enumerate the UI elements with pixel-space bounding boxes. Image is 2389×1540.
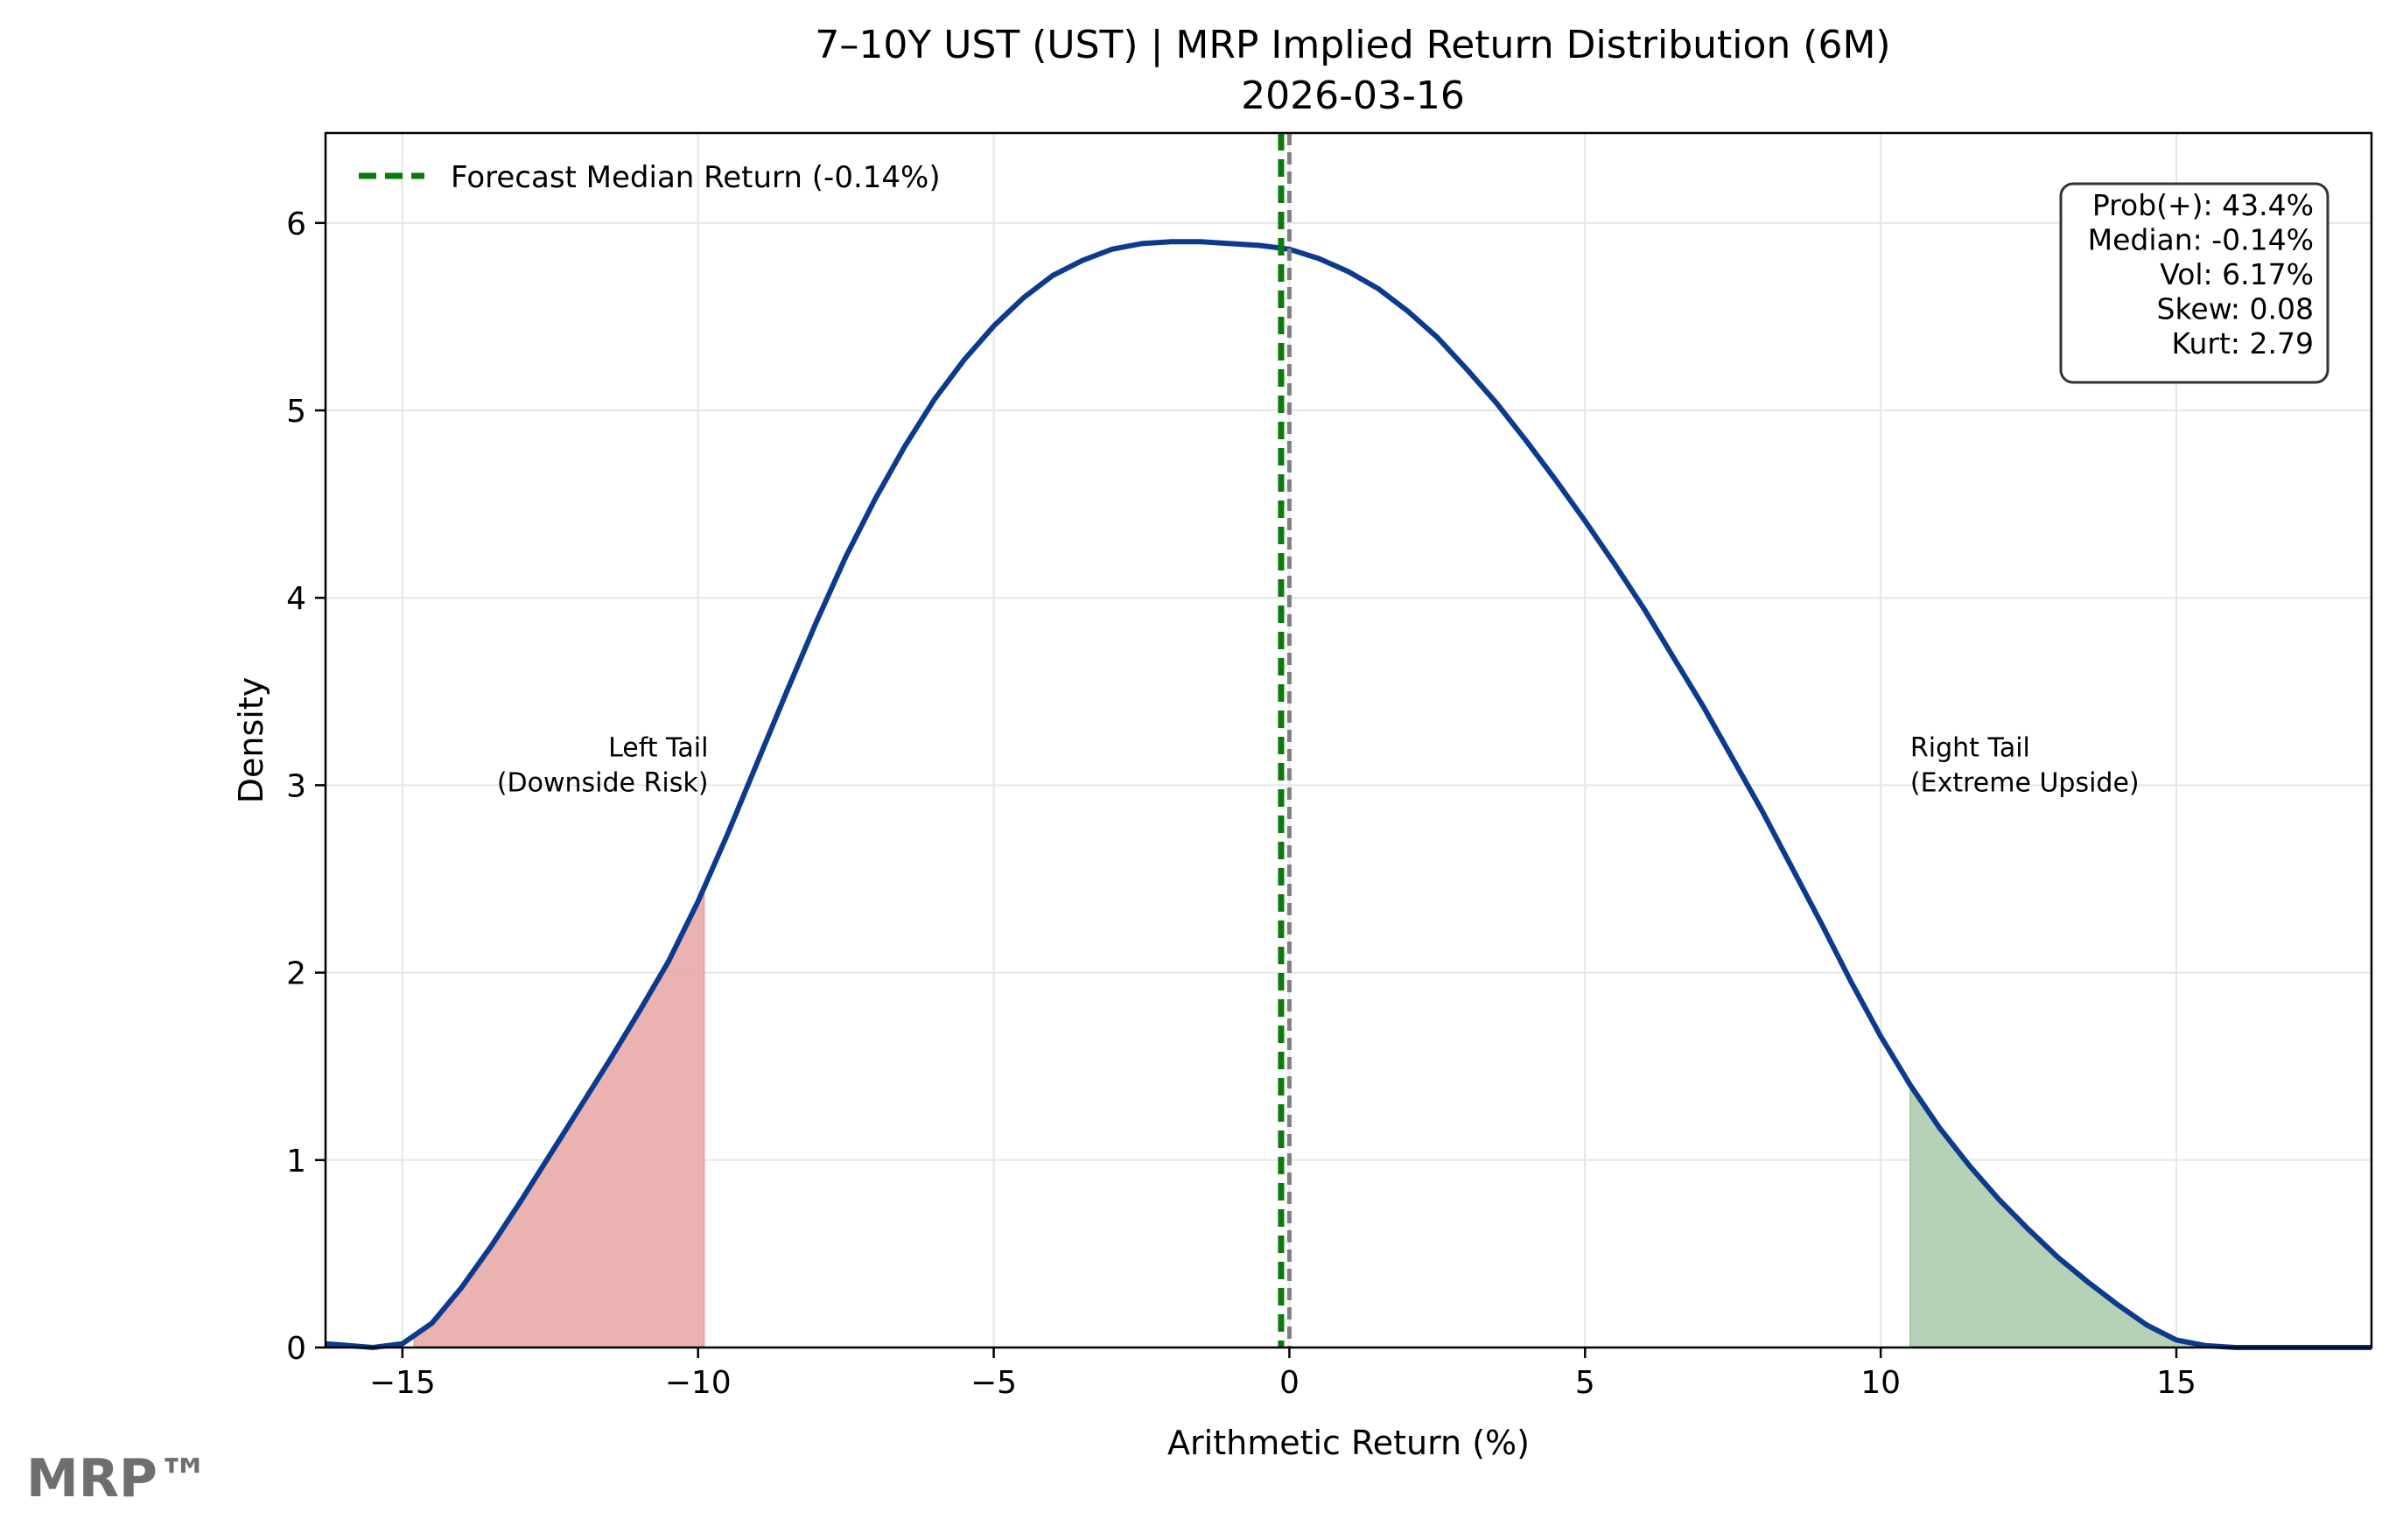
stats-line: Prob(+): 43.4%	[2092, 188, 2314, 222]
series-layer	[325, 239, 2371, 1350]
tail-annotations: Left Tail (Downside Risk) Right Tail (Extre…	[497, 733, 2140, 799]
stats-line: Median: -0.14%	[2088, 223, 2314, 257]
y-tick-label: 2	[286, 956, 306, 992]
legend: Forecast Median Return (-0.14%)	[359, 160, 941, 195]
y-tick-label: 3	[286, 768, 306, 804]
stats-line: Kurt: 2.79	[2171, 326, 2314, 360]
y-tick-label: 5	[286, 394, 306, 430]
y-tick-label: 0	[286, 1331, 306, 1367]
right-tail-label: Right Tail	[1910, 733, 2030, 764]
x-axis-label: Arithmetic Return (%)	[1167, 1424, 1530, 1462]
stats-box: Prob(+): 43.4%Median: -0.14%Vol: 6.17%Sk…	[2059, 182, 2329, 384]
x-axis-ticks: −15 −10 −5 0 5 10 15	[369, 1348, 2196, 1401]
x-tick-label: −5	[970, 1365, 1017, 1401]
stats-line: Vol: 6.17%	[2160, 257, 2314, 291]
chart-title: 7–10Y UST (UST) | MRP Implied Return Dis…	[815, 23, 1890, 67]
x-tick-label: −15	[369, 1365, 436, 1401]
stats-box-frame	[2059, 182, 2329, 384]
plot-frame	[324, 131, 2373, 1349]
legend-median-label: Forecast Median Return (-0.14%)	[451, 160, 941, 195]
right-tail-label: (Extreme Upside)	[1910, 768, 2140, 799]
left-tail-label: (Downside Risk)	[497, 768, 709, 799]
grid	[326, 133, 2371, 1348]
stats-line: Skew: 0.08	[2157, 292, 2314, 326]
x-tick-label: 5	[1575, 1365, 1595, 1401]
left-tail-fill	[413, 887, 705, 1348]
x-tick-label: 15	[2156, 1365, 2196, 1401]
y-tick-label: 1	[286, 1144, 306, 1180]
x-tick-label: 0	[1279, 1365, 1300, 1401]
y-axis-label: Density	[232, 677, 270, 803]
x-tick-label: 10	[1860, 1365, 1901, 1401]
x-tick-label: −10	[665, 1365, 732, 1401]
chart-subtitle: 2026-03-16	[1241, 74, 1465, 118]
reference-lines	[1278, 133, 1292, 1348]
left-tail-label: Left Tail	[608, 733, 708, 764]
watermark-logo: MRP™	[26, 1448, 210, 1509]
y-axis-ticks: 0 1 2 3 4 5 6	[286, 206, 326, 1367]
y-tick-label: 6	[286, 206, 306, 242]
right-tail-fill	[1909, 1082, 2313, 1348]
density-curve	[325, 239, 2371, 1350]
y-tick-label: 4	[286, 581, 306, 617]
tail-fills	[413, 887, 2313, 1348]
